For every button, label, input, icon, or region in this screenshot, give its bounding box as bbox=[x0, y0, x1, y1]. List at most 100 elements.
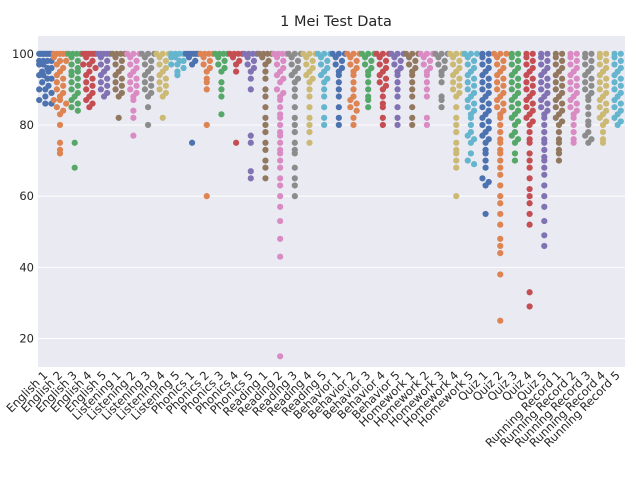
data-point bbox=[206, 57, 214, 65]
data-point bbox=[511, 139, 519, 146]
data-point bbox=[42, 93, 49, 100]
data-point bbox=[453, 150, 460, 157]
data-point bbox=[130, 114, 137, 121]
data-point bbox=[526, 303, 533, 310]
data-point bbox=[611, 114, 618, 121]
data-point bbox=[48, 89, 55, 97]
data-point bbox=[130, 107, 137, 114]
data-point bbox=[324, 57, 331, 65]
data-point bbox=[508, 86, 515, 93]
data-point bbox=[526, 164, 533, 171]
data-point bbox=[497, 182, 504, 189]
data-point bbox=[508, 72, 515, 79]
data-point bbox=[71, 164, 78, 171]
data-point bbox=[156, 54, 163, 61]
data-point bbox=[335, 72, 342, 79]
data-point bbox=[60, 75, 67, 82]
data-point bbox=[526, 129, 533, 136]
data-point bbox=[185, 54, 193, 61]
data-point bbox=[361, 54, 369, 61]
data-point bbox=[523, 96, 530, 104]
data-point bbox=[68, 104, 75, 111]
data-point bbox=[544, 100, 551, 107]
data-point bbox=[112, 72, 119, 79]
data-point bbox=[544, 75, 551, 82]
data-point bbox=[423, 86, 430, 93]
data-point bbox=[405, 54, 413, 61]
data-point bbox=[273, 72, 281, 79]
data-point bbox=[180, 64, 187, 72]
data-point bbox=[277, 353, 284, 360]
data-point bbox=[280, 57, 287, 65]
data-point bbox=[68, 96, 75, 104]
data-point bbox=[453, 93, 460, 100]
data-point bbox=[394, 104, 401, 111]
data-point bbox=[303, 61, 310, 68]
data-point bbox=[394, 86, 401, 93]
data-point bbox=[541, 157, 548, 164]
data-point bbox=[156, 86, 163, 93]
data-point bbox=[453, 139, 460, 146]
data-point bbox=[526, 157, 533, 164]
data-point bbox=[306, 86, 313, 93]
data-point bbox=[449, 61, 457, 68]
data-point bbox=[262, 93, 269, 100]
data-point bbox=[596, 72, 603, 79]
data-point bbox=[544, 82, 551, 89]
data-point bbox=[523, 54, 530, 61]
data-point bbox=[494, 86, 501, 93]
data-point bbox=[291, 193, 298, 200]
data-point bbox=[365, 104, 372, 111]
data-point bbox=[203, 79, 210, 86]
data-point bbox=[104, 57, 111, 65]
data-point bbox=[306, 79, 313, 86]
data-point bbox=[127, 61, 134, 68]
data-point bbox=[523, 79, 530, 86]
data-point bbox=[53, 104, 60, 111]
data-point bbox=[97, 79, 104, 86]
data-point bbox=[541, 232, 548, 239]
data-point bbox=[89, 82, 96, 89]
data-point bbox=[470, 82, 478, 89]
data-point bbox=[350, 72, 357, 79]
data-point bbox=[541, 203, 548, 210]
data-point bbox=[321, 86, 328, 93]
data-point bbox=[53, 72, 60, 79]
data-point bbox=[335, 79, 342, 86]
data-point bbox=[559, 75, 566, 82]
data-point bbox=[115, 114, 122, 121]
data-point bbox=[497, 210, 504, 218]
data-point bbox=[497, 171, 504, 178]
data-point bbox=[567, 86, 574, 93]
data-point bbox=[215, 61, 222, 68]
data-point bbox=[526, 200, 533, 207]
data-point bbox=[573, 75, 580, 82]
data-point bbox=[453, 129, 460, 136]
data-point bbox=[97, 61, 104, 68]
data-point bbox=[141, 61, 149, 68]
data-point bbox=[508, 104, 515, 111]
data-point bbox=[244, 61, 251, 68]
data-point bbox=[262, 175, 269, 182]
data-point bbox=[464, 72, 471, 79]
y-tick-label: 80 bbox=[19, 118, 34, 132]
data-point bbox=[467, 139, 475, 146]
data-point bbox=[523, 114, 530, 121]
data-point bbox=[526, 121, 533, 129]
data-point bbox=[449, 54, 457, 61]
data-point bbox=[86, 104, 93, 111]
data-point bbox=[573, 100, 580, 107]
data-point bbox=[86, 61, 93, 68]
data-point bbox=[541, 114, 548, 121]
data-point bbox=[148, 75, 155, 82]
data-point bbox=[485, 75, 492, 82]
data-point bbox=[570, 139, 577, 146]
data-point bbox=[611, 54, 618, 61]
data-point bbox=[541, 164, 548, 171]
data-point bbox=[529, 50, 536, 57]
data-point bbox=[130, 132, 137, 139]
data-point bbox=[514, 57, 522, 65]
data-point bbox=[379, 114, 386, 121]
data-point bbox=[482, 164, 489, 171]
data-point bbox=[188, 139, 196, 146]
